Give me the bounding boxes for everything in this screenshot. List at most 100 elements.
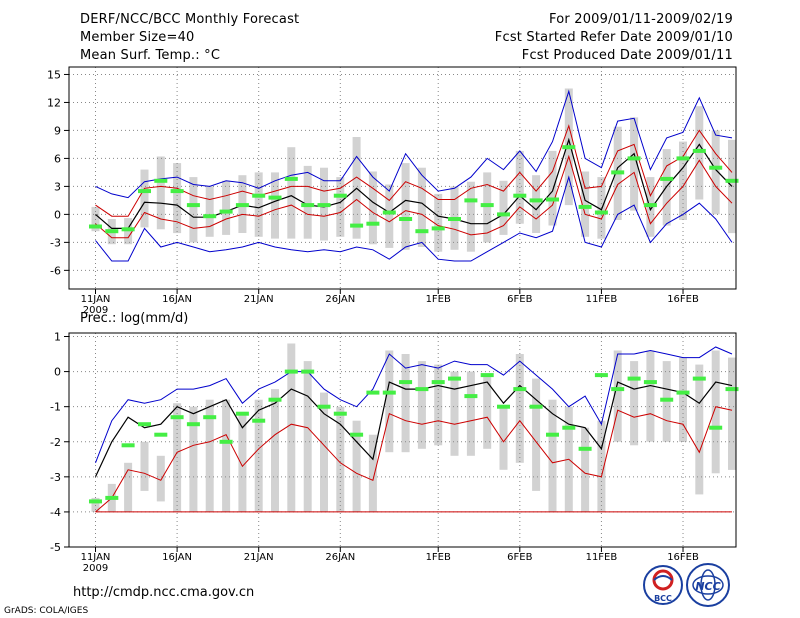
median-mark-day-37 bbox=[676, 390, 690, 395]
plot-frame bbox=[68, 66, 737, 290]
median-mark-day-7 bbox=[186, 422, 200, 427]
plot-frame bbox=[68, 332, 737, 548]
spread-bar-day-8 bbox=[205, 186, 214, 237]
spread-bar-day-5 bbox=[156, 156, 165, 230]
spread-bar-day-32 bbox=[597, 420, 606, 512]
x-tick-label: 26JAN bbox=[325, 294, 355, 305]
median-mark-day-18 bbox=[366, 221, 380, 226]
median-mark-day-32 bbox=[594, 210, 608, 215]
median-mark-day-8 bbox=[203, 415, 217, 420]
median-mark-day-35 bbox=[643, 380, 657, 385]
spread-bar-day-28 bbox=[532, 378, 541, 491]
y-tick-label: 12 bbox=[47, 96, 61, 109]
spread-bar-day-39 bbox=[711, 130, 720, 215]
grads-credit: GrADS: COLA/IGES bbox=[4, 606, 88, 616]
y-tick-label: -5 bbox=[50, 541, 61, 554]
median-mark-day-34 bbox=[627, 376, 641, 381]
median-mark-day-31 bbox=[578, 446, 592, 451]
median-mark-day-25 bbox=[480, 203, 494, 208]
median-mark-day-28 bbox=[529, 198, 543, 203]
x-tick-label: 21JAN bbox=[244, 552, 274, 563]
median-mark-day-20 bbox=[399, 380, 413, 385]
fcst-produced-date: Fcst Produced Date 2009/01/11 bbox=[521, 48, 733, 63]
spread-bar-day-4 bbox=[140, 441, 149, 491]
year-label: 2009 bbox=[83, 563, 108, 574]
spread-bar-day-17 bbox=[352, 420, 361, 512]
median-mark-day-2 bbox=[105, 495, 119, 500]
median-mark-day-36 bbox=[660, 176, 674, 181]
spread-bar-day-28 bbox=[532, 175, 541, 233]
spread-bar-day-18 bbox=[368, 434, 377, 512]
spread-bar-day-7 bbox=[189, 177, 198, 243]
median-mark-day-35 bbox=[643, 203, 657, 208]
spread-bar-day-20 bbox=[401, 163, 410, 250]
median-mark-day-29 bbox=[546, 197, 559, 202]
spread-bar-day-21 bbox=[417, 167, 426, 247]
precipitation-plot: 1 0 -1 -2 -3 -4 -5 11JAN 16JAN 21JAN 26JAN 1FEB 6FEB… bbox=[50, 331, 739, 574]
spread-bar-day-26 bbox=[499, 406, 508, 470]
median-mark-day-34 bbox=[627, 156, 641, 161]
spread-bar-day-38 bbox=[695, 364, 704, 495]
y-tick-label: 0 bbox=[54, 366, 61, 379]
spread-bar-day-12 bbox=[271, 389, 279, 512]
median-mark-day-10 bbox=[235, 411, 249, 416]
spread-bar-day-33 bbox=[613, 350, 622, 442]
spread-bar-day-1 bbox=[91, 497, 100, 512]
median-mark-day-15 bbox=[317, 404, 331, 409]
spread-bar-day-23 bbox=[450, 371, 459, 456]
spread-bar-day-16 bbox=[336, 406, 345, 512]
x-tick-label: 16JAN bbox=[162, 552, 192, 563]
median-mark-day-38 bbox=[692, 148, 706, 153]
source-url[interactable]: http://cmdp.ncc.cma.gov.cn bbox=[73, 585, 254, 600]
spread-bar-day-27 bbox=[515, 354, 524, 463]
spread-bar-day-12 bbox=[271, 172, 279, 239]
spread-bar-day-11 bbox=[254, 172, 263, 237]
series-ensemble-max bbox=[95, 346, 733, 463]
median-mark-day-7 bbox=[186, 203, 200, 208]
median-mark-day-16 bbox=[333, 411, 347, 416]
spread-bar-day-3 bbox=[124, 462, 133, 512]
series-ensemble-max bbox=[95, 89, 733, 199]
median-mark-day-5 bbox=[154, 178, 168, 183]
median-mark-day-6 bbox=[170, 189, 184, 194]
median-mark-day-3 bbox=[121, 443, 135, 448]
median-mark-day-23 bbox=[448, 217, 461, 221]
spread-bar-day-24 bbox=[466, 371, 475, 456]
bcc-logo: BCC bbox=[643, 565, 683, 605]
series-ensemble-mean bbox=[95, 137, 733, 229]
x-tick-label: 21JAN bbox=[244, 294, 274, 305]
x-tick-label: 6FEB bbox=[507, 294, 532, 305]
spread-bar-day-13 bbox=[287, 343, 296, 512]
y-tick-label: -4 bbox=[50, 506, 61, 519]
spread-bar-day-21 bbox=[417, 361, 426, 449]
median-mark-day-19 bbox=[382, 390, 396, 395]
median-mark-day-15 bbox=[317, 203, 331, 208]
y-tick-label: 3 bbox=[54, 180, 61, 193]
median-mark-day-21 bbox=[415, 229, 429, 234]
median-mark-day-5 bbox=[154, 432, 168, 437]
x-tick-label: 1FEB bbox=[426, 294, 451, 305]
median-mark-day-4 bbox=[138, 422, 151, 427]
median-mark-day-22 bbox=[431, 226, 445, 231]
year-label: 2009 bbox=[83, 305, 108, 316]
spread-bar-day-22 bbox=[434, 364, 443, 446]
series-ensemble-min bbox=[95, 175, 733, 262]
median-mark-day-26 bbox=[497, 212, 510, 217]
spread-bar-day-10 bbox=[238, 413, 247, 512]
spread-bar-day-9 bbox=[222, 180, 231, 235]
spread-bar-day-13 bbox=[287, 147, 296, 239]
spread-bar-day-14 bbox=[303, 165, 312, 239]
x-tick-label: 16FEB bbox=[667, 552, 699, 563]
spread-bar-day-39 bbox=[711, 350, 720, 474]
median-mark-day-32 bbox=[594, 373, 608, 378]
median-mark-day-14 bbox=[301, 203, 315, 208]
forecast-period: For 2009/01/11-2009/02/19 bbox=[549, 12, 733, 27]
chart-title: DERF/NCC/BCC Monthly Forecast bbox=[80, 12, 300, 27]
prec-variable-label: Prec.: log(mm/d) bbox=[80, 311, 188, 326]
series-upper bbox=[95, 124, 733, 217]
median-mark-day-26 bbox=[497, 404, 510, 409]
x-tick-label: 26JAN bbox=[325, 552, 355, 563]
median-mark-day-13 bbox=[284, 176, 298, 181]
median-mark-day-11 bbox=[252, 418, 266, 423]
median-mark-day-27 bbox=[513, 193, 527, 198]
